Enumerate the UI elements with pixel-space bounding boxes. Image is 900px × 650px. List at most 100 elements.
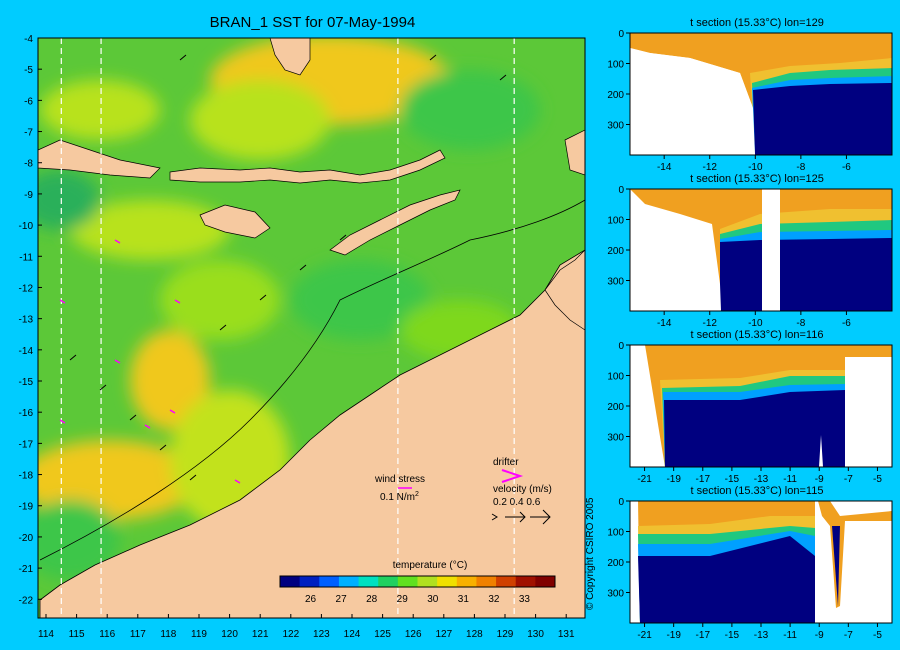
colorbar-tick-label: 27 [336,594,348,605]
lat-tick-label: -7 [24,128,33,139]
lon-tick-label: 122 [282,629,299,640]
section-y-tick-label: 100 [607,528,624,539]
colorbar-swatch [280,576,301,587]
section-1-plot: -14 -12 -10 -8 -6 0 100 200 300 [607,29,893,173]
lon-tick-label: 127 [435,629,452,640]
longitude-axis: 114 115 116 117 118 119 120 121 122 123 124 125 126 1… [38,614,575,640]
section-x-tick-label: -17 [696,474,711,485]
section-x-tick-label: -14 [657,318,672,329]
lon-tick-label: 129 [497,629,514,640]
section-x-tick-label: -8 [796,162,805,173]
section-x-tick-label: -6 [842,162,851,173]
colorbar-swatch [456,576,477,587]
section-y-tick-label: 200 [607,246,624,257]
section-x-tick-label: -21 [637,474,652,485]
section-x-tick-label: -7 [844,630,853,641]
section-y-tick-label: 0 [618,29,624,40]
drifter-markers [59,239,241,484]
section-y-tick-label: 300 [607,277,624,288]
section-y-tick-label: 0 [618,185,624,196]
lat-tick-label: -19 [19,502,34,513]
section-2-plot: -14 -12 -10 -8 -6 0 100 200 300 [607,185,893,329]
lon-tick-label: 126 [405,629,422,640]
section-y-tick-label: 200 [607,558,624,569]
sulawesi-south [269,38,311,76]
lat-tick-label: -6 [24,96,33,107]
java-island [38,139,161,179]
section-x-tick-label: -13 [754,474,769,485]
section-x-tick-label: -19 [666,630,681,641]
lat-tick-label: -5 [24,65,33,76]
section-x-tick-label: -14 [657,162,672,173]
section-x-tick-label: -15 [725,474,740,485]
lat-tick-label: -8 [24,159,33,170]
section-y-tick-label: 0 [618,341,624,352]
lon-tick-label: 116 [99,629,115,640]
section-y-tick-label: 300 [607,121,624,132]
lat-tick-label: -4 [24,34,33,45]
copyright-notice: © Copyright CSIRO 2005 [585,497,596,610]
colorbar-swatch [476,576,497,587]
colorbar-tick-label: 31 [458,594,470,605]
section-x-tick-label: -12 [703,162,718,173]
colorbar-tick-label: 29 [397,594,409,605]
section-x-tick-label: -7 [844,474,853,485]
lat-tick-label: -15 [19,377,34,388]
lat-tick-label: -18 [19,471,34,482]
section-3-plot: -21 -19 -17 -15 -13 -11 -9 -7 -5 0 100 200 300 [607,341,893,485]
wind-stress-value: 0.1 N/m2 [380,491,419,503]
section-y-tick-label: 200 [607,402,624,413]
lon-tick-label: 117 [130,629,146,640]
lon-tick-label: 125 [374,629,391,640]
map-title: BRAN_1 SST for 07-May-1994 [209,14,416,31]
lat-tick-label: -21 [19,564,34,575]
section-x-tick-label: -17 [696,630,711,641]
section-x-tick-label: -19 [666,474,681,485]
lat-tick-label: -14 [19,346,34,357]
colorbar-swatch [319,576,340,587]
section-x-tick-label: -10 [748,162,763,173]
latitude-axis: -4 -5 -6 -7 -8 -9 -10 -11 -12 -13 -14 -15 -16 -17 -18 -… [19,34,42,606]
section-4-plot: -21 -19 -17 -15 -13 -11 -9 -7 -5 0 100 200 300 [607,497,893,641]
section-lines [60,38,515,618]
section-x-tick-label: -10 [748,318,763,329]
velocity-label: velocity (m/s) [493,484,552,495]
colorbar-tick-label: 28 [366,594,378,605]
section-y-tick-label: 100 [607,372,624,383]
colorbar-swatch [437,576,458,587]
section-4-title: t section (15.33°C) lon=115 [690,485,824,497]
section-x-tick-label: -13 [754,630,769,641]
sst-pattern [38,38,540,580]
lat-tick-label: -17 [19,439,34,450]
section-x-tick-label: -6 [842,318,851,329]
lon-tick-label: 119 [191,629,207,640]
lon-tick-label: 131 [558,629,575,640]
lat-tick-label: -22 [19,595,34,606]
lat-tick-label: -13 [19,315,34,326]
lat-tick-label: -20 [19,533,34,544]
colorbar-tick-label: 30 [427,594,439,605]
colorbar-swatch [417,576,438,587]
colorbar-frame [279,575,556,588]
colorbar-swatch [358,576,379,587]
colorbar-swatch [535,576,556,587]
colorbar-swatch [496,576,517,587]
lon-tick-label: 130 [527,629,544,640]
section-x-tick-label: -11 [783,474,797,485]
bathymetry-contour [39,199,585,561]
section-x-tick-label: -21 [637,630,652,641]
lon-tick-label: 123 [313,629,330,640]
lat-tick-label: -16 [19,408,34,419]
lat-tick-label: -9 [24,190,33,201]
wind-stress-label: wind stress [374,474,425,485]
colorbar-label: temperature (°C) [393,560,468,571]
section-2-title: t section (15.33°C) lon=125 [690,173,824,185]
sumba-island [199,204,271,239]
colorbar-tick-label: 26 [305,594,317,605]
section-y-tick-label: 0 [618,497,624,508]
section-x-tick-label: -12 [703,318,718,329]
sst-map: -4 -5 -6 -7 -8 -9 -10 -11 -12 -13 -14 -15 -16 -17 -18 -… [19,34,586,640]
section-x-tick-label: -9 [815,630,824,641]
section-y-tick-label: 300 [607,589,624,600]
colorbar-swatch [299,576,320,587]
